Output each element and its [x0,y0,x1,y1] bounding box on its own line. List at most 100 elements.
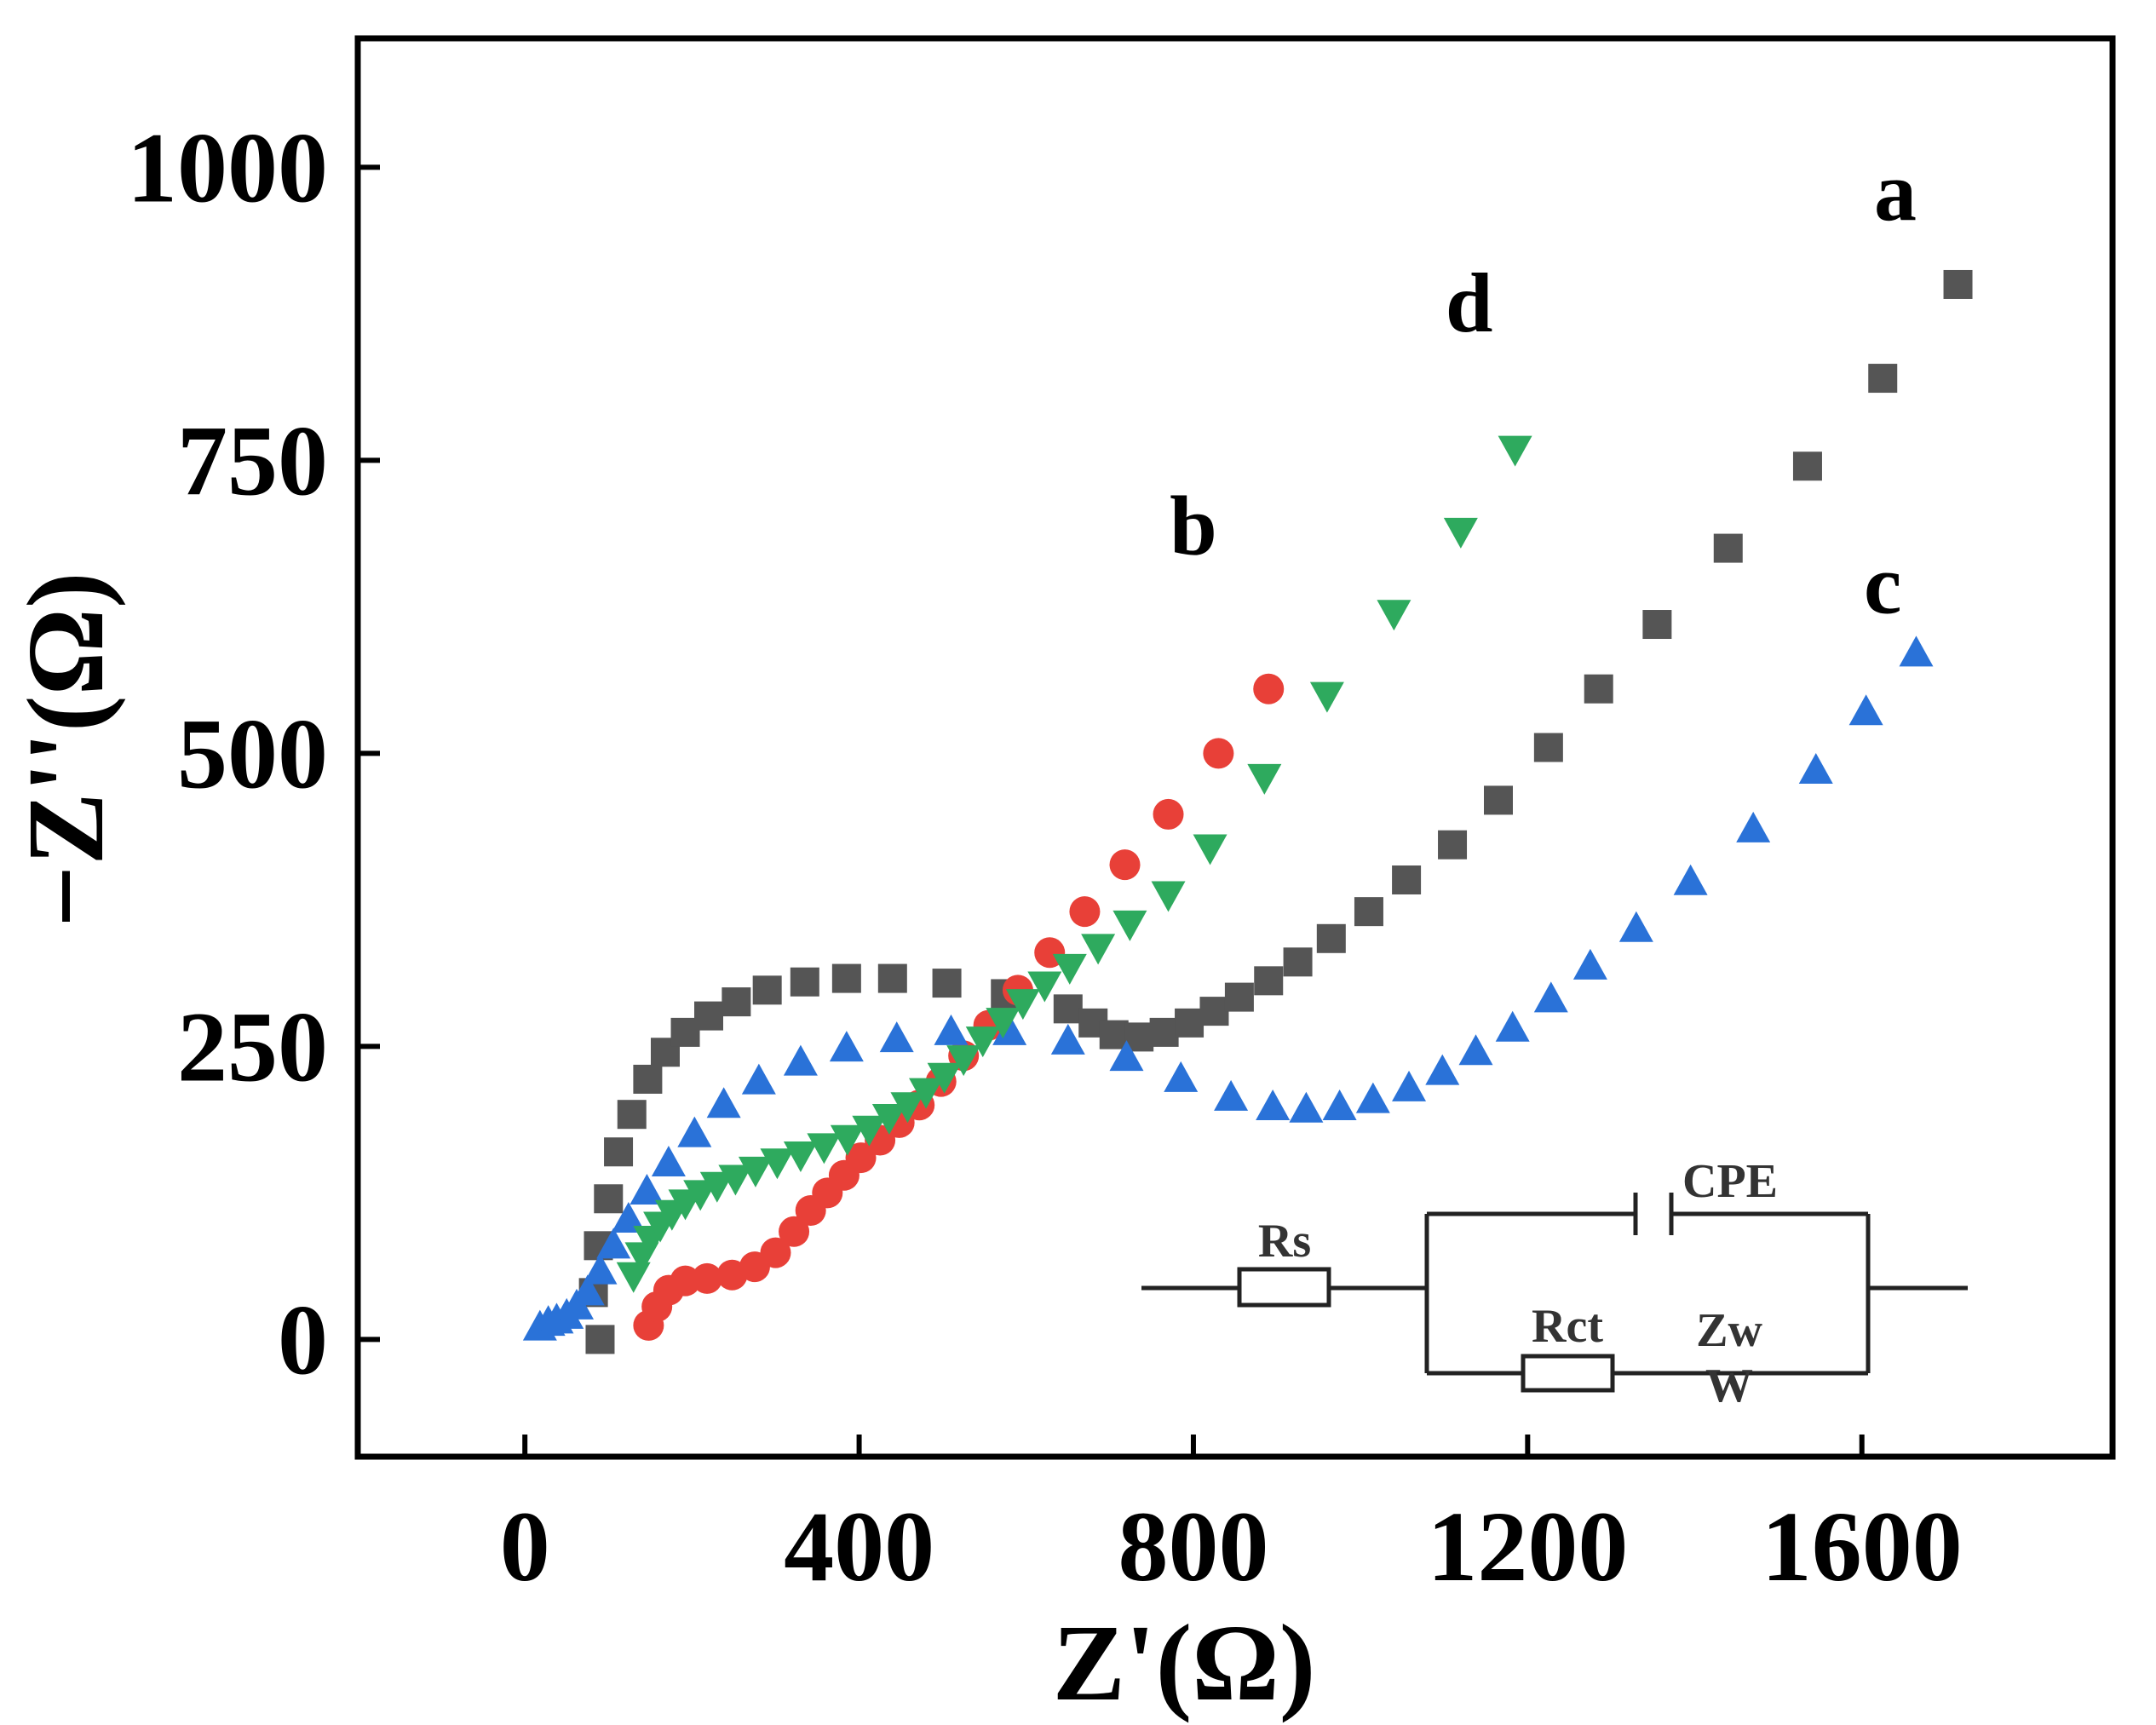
data-point-b [760,1237,791,1268]
data-point-d [927,1062,962,1094]
y-tick-label: 750 [177,405,328,516]
data-markers [522,269,1973,1354]
data-point-c [1392,1070,1427,1101]
series-d [616,435,1532,1293]
data-point-a [1484,785,1513,815]
data-point-a [1175,1008,1204,1038]
data-point-c [1050,1023,1085,1055]
x-tick-label: 1600 [1762,1491,1963,1602]
data-point-c [1673,864,1708,895]
equivalent-circuit-inset: Rs CPE Rct Zw W [1141,1155,1968,1412]
x-tick-label: 800 [1118,1491,1268,1602]
data-point-a [722,987,751,1017]
data-point-a [1199,997,1229,1026]
data-point-a [1792,451,1822,481]
x-tick-label: 1200 [1427,1491,1628,1602]
data-point-d [1027,971,1062,1003]
data-point-a [1224,982,1254,1012]
data-point-a [1584,674,1613,704]
data-point-a [604,1137,634,1167]
data-point-d [986,1008,1021,1039]
data-point-d [783,1141,818,1172]
data-point-d [760,1148,795,1180]
data-point-c [1214,1079,1249,1111]
data-point-d [890,1092,925,1124]
data-point-c [1355,1082,1390,1113]
data-point-d [871,1103,906,1135]
series-a [578,269,1973,1354]
data-point-c [651,1145,686,1176]
data-point-d [1498,435,1532,467]
y-tick-label: 250 [177,991,328,1102]
cpe-label: CPE [1682,1155,1778,1208]
data-point-d [1112,910,1147,941]
data-point-a [1354,897,1383,927]
data-point-d [616,1262,651,1293]
zw-label: Zw [1696,1304,1762,1357]
data-point-d [1377,600,1411,631]
data-point-a [1316,923,1346,953]
data-point-c [677,1116,712,1147]
data-point-b [1203,738,1234,769]
data-point-c [829,1031,864,1062]
data-point-a [1149,1017,1179,1047]
data-point-d [738,1156,773,1187]
data-point-a [1254,966,1284,996]
data-point-c [1109,1040,1144,1072]
data-point-c [1289,1091,1324,1123]
data-point-d [1193,834,1227,865]
data-point-a [790,967,819,997]
data-point-c [1495,1010,1530,1042]
data-point-c [1899,635,1934,667]
data-point-c [783,1044,818,1076]
data-point-b [1153,798,1184,830]
data-point-a [585,1325,615,1354]
data-point-a [1099,1020,1129,1049]
data-point-c [934,1014,969,1045]
data-point-a [1438,830,1468,860]
rs-label: Rs [1258,1215,1311,1268]
data-point-a [831,963,861,993]
data-point-d [946,1045,981,1077]
data-point-c [630,1174,664,1205]
data-point-d [807,1133,842,1164]
rs-resistor [1237,1267,1331,1308]
data-point-d [965,1026,1000,1058]
data-point-c [992,1014,1027,1045]
data-point-a [1392,865,1422,894]
data-point-a [1642,610,1672,640]
data-point-c [1848,694,1883,726]
data-point-d [830,1124,865,1156]
y-axis-title: −Z''(Ω) [5,572,126,927]
series-label-d: d [1446,256,1493,350]
data-point-a [932,969,962,998]
rct-resistor [1521,1354,1615,1393]
data-point-a [1283,947,1313,977]
y-tick-label: 0 [278,1284,328,1395]
data-point-b [1109,849,1141,881]
data-point-d [852,1115,887,1147]
data-point-c [1618,911,1653,942]
data-point-d [1309,681,1344,713]
w-label: W [1705,1360,1753,1412]
data-point-c [1164,1061,1199,1092]
data-point-c [583,1253,618,1285]
data-point-a [1053,994,1083,1024]
data-point-d [718,1164,753,1196]
tick-labels: 0 400 800 1200 1600 0 250 500 750 1000 [127,112,1963,1602]
plot-frame [354,35,2116,1460]
data-point-a [1713,533,1743,563]
axis-ticks [358,164,1865,1457]
data-point-c [596,1228,631,1259]
x-tick-label: 0 [500,1491,550,1602]
data-point-b [692,1262,723,1294]
data-point-c [1533,981,1568,1013]
series-label-c: c [1864,537,1901,631]
data-point-a [1533,733,1563,762]
data-point-c [1425,1054,1460,1085]
data-point-d [1005,989,1040,1021]
data-point-a [752,975,782,1005]
y-tick-label: 500 [177,698,328,809]
data-point-a [877,963,907,993]
